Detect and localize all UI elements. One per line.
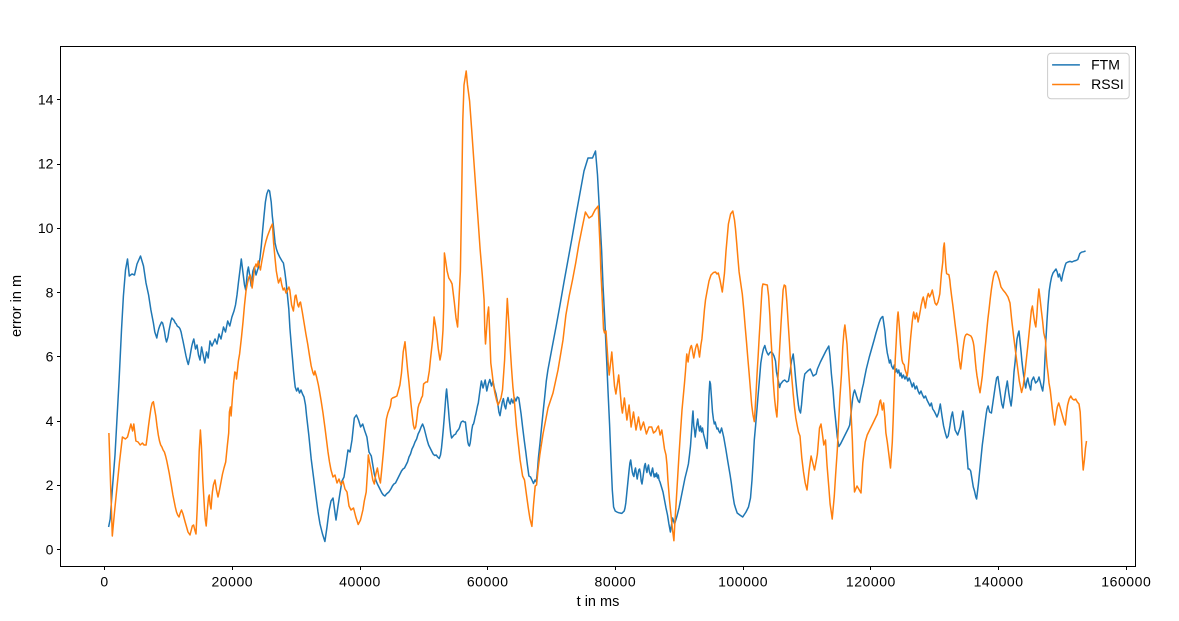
svg-text:20000: 20000	[211, 574, 253, 590]
svg-text:40000: 40000	[339, 574, 381, 590]
svg-text:14: 14	[38, 91, 54, 107]
svg-text:2: 2	[46, 477, 54, 493]
svg-text:10: 10	[38, 220, 54, 236]
svg-text:4: 4	[46, 413, 54, 429]
svg-text:FTM: FTM	[1091, 57, 1120, 73]
svg-text:6: 6	[46, 349, 54, 365]
svg-text:100000: 100000	[718, 574, 768, 590]
svg-text:8: 8	[46, 284, 54, 300]
svg-text:t in ms: t in ms	[577, 594, 620, 610]
svg-text:0: 0	[100, 574, 108, 590]
svg-text:80000: 80000	[595, 574, 637, 590]
svg-text:60000: 60000	[467, 574, 509, 590]
svg-text:12: 12	[38, 156, 54, 172]
svg-text:RSSI: RSSI	[1091, 76, 1124, 92]
svg-text:160000: 160000	[1101, 574, 1151, 590]
svg-text:0: 0	[46, 542, 54, 558]
svg-text:120000: 120000	[846, 574, 896, 590]
svg-text:140000: 140000	[974, 574, 1024, 590]
svg-text:error in m: error in m	[9, 275, 25, 337]
